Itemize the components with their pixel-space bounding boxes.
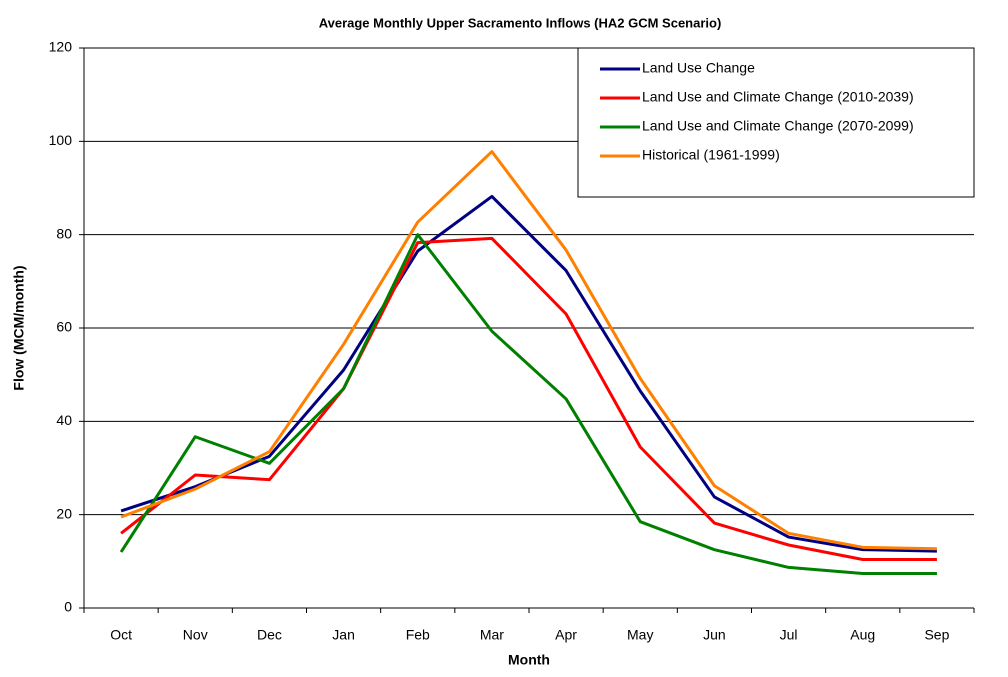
legend-label: Land Use Change [642,60,755,76]
series-line [120,150,937,551]
x-tick-label: Jul [780,627,798,643]
x-tick-label: Aug [850,627,875,643]
series-line [119,233,937,575]
legend-label: Land Use and Climate Change (2070-2099) [642,118,914,134]
legend-label: Land Use and Climate Change (2010-2039) [642,89,914,105]
legend-box [577,47,975,198]
y-tick-label: 80 [56,225,72,241]
legend-label: Historical (1961-1999) [642,147,780,163]
series-line [120,236,937,561]
x-axis-label: Month [508,652,550,668]
x-tick-label: Oct [110,627,132,643]
x-tick-label: Nov [183,627,208,643]
x-tick-label: Feb [406,627,430,643]
x-tick-label: Jun [703,627,726,643]
x-tick-label: Mar [480,627,504,643]
series-line [120,194,937,553]
x-tick-label: May [627,627,653,643]
chart-title: Average Monthly Upper Sacramento Inflows… [319,15,722,30]
x-tick-label: Apr [555,627,577,643]
y-tick-label: 40 [56,412,72,428]
x-tick-label: Jan [332,627,355,643]
x-tick-label: Sep [924,627,949,643]
y-axis-label: Flow (MCM/month) [11,265,27,390]
y-tick-label: 0 [64,599,72,615]
y-tick-label: 100 [49,132,73,148]
x-tick-label: Dec [257,627,282,643]
y-tick-label: 60 [56,319,72,335]
y-tick-label: 120 [49,39,73,55]
y-tick-label: 20 [56,505,72,521]
